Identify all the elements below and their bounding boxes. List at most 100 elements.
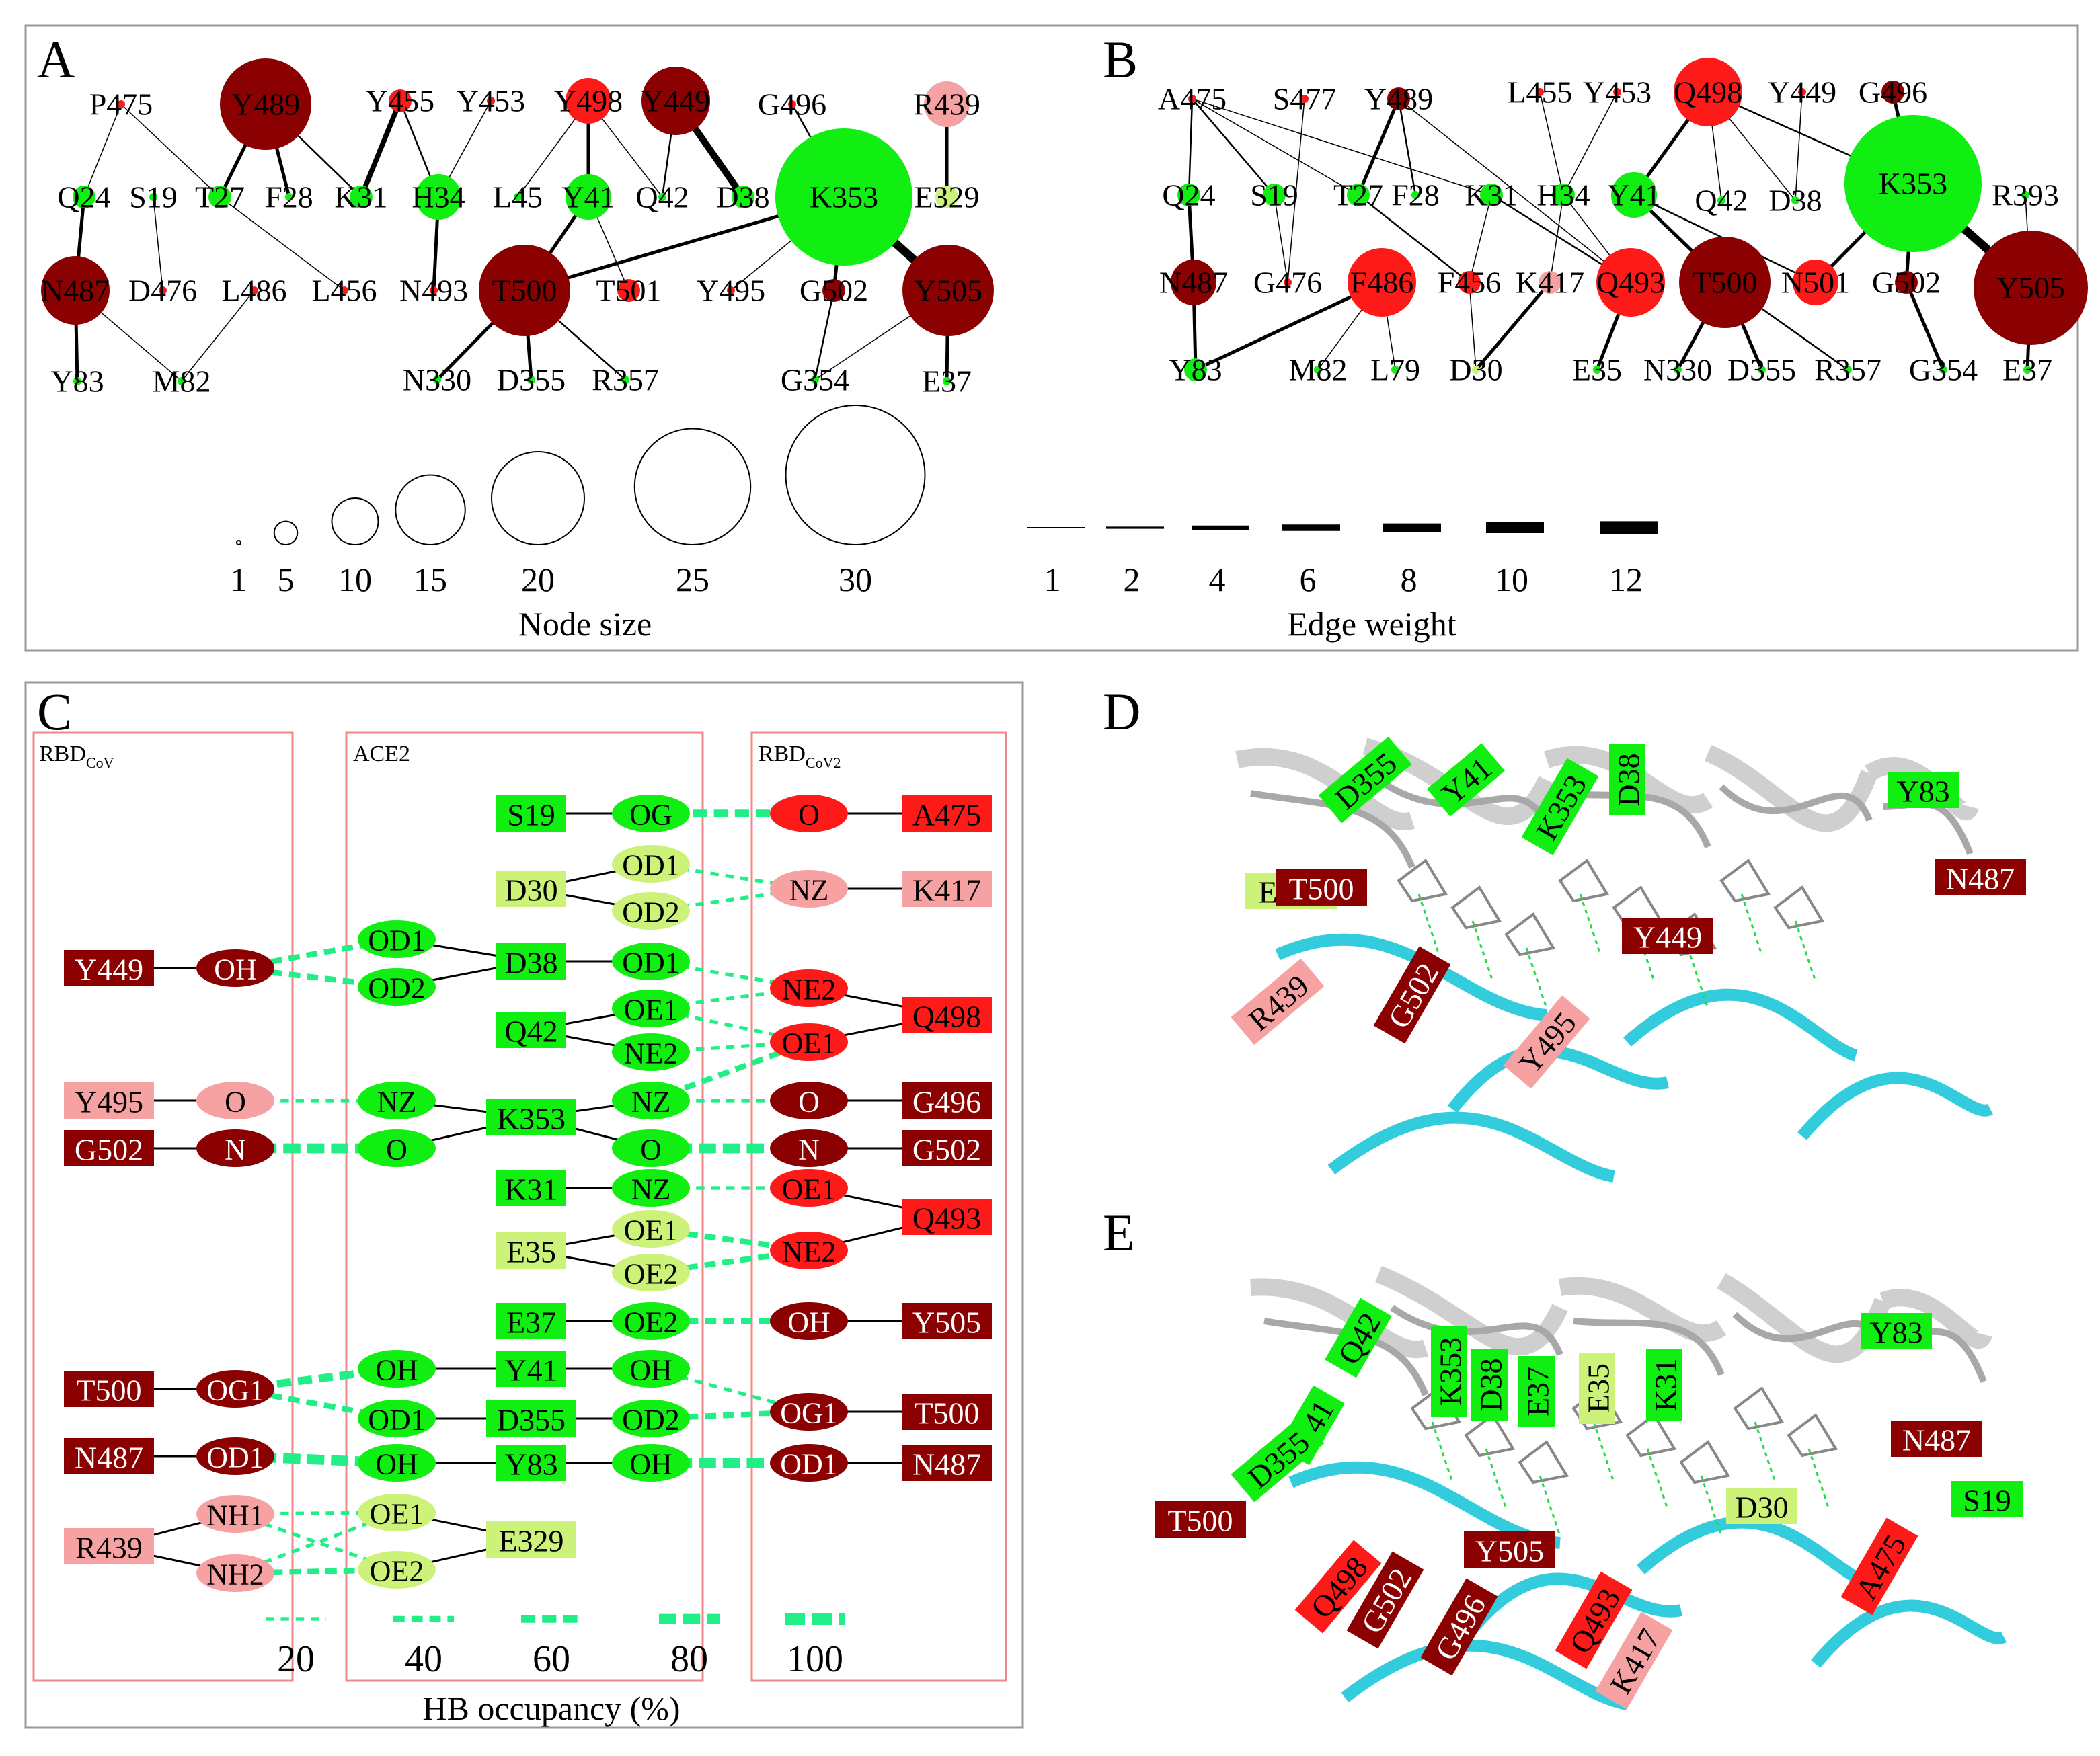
- hb-legend-label-20: 20: [277, 1638, 315, 1680]
- network-b-node-R357: [1844, 366, 1852, 374]
- ace2-atom-Q42_NE2: NE2: [624, 1037, 678, 1070]
- network-b-node-N501: [1793, 260, 1838, 305]
- sidechain-stick-7: [1787, 1413, 1838, 1458]
- ace2-residue-E37: E37: [506, 1306, 556, 1340]
- rbd-ribbon-3: [1797, 1072, 1993, 1140]
- panel-c-frame: [24, 681, 1024, 1729]
- network-a-node-N330: [433, 376, 441, 384]
- cov2-atom-T500_OG1: OG1: [780, 1397, 838, 1430]
- ace2-atom-D30_OD1: OD1: [622, 849, 680, 882]
- structure-label-box-N487: [1935, 859, 2026, 895]
- cov2-residue-A475-box: [902, 795, 992, 832]
- structure-label-box-T500: [1155, 1501, 1246, 1538]
- cov2-residue-Y505-box: [902, 1303, 992, 1339]
- network-b-label-D355: D355: [1727, 353, 1796, 387]
- node-size-legend: 1 5 10 15 20 25 30: [231, 405, 926, 598]
- network-b-label-A475: A475: [1158, 82, 1227, 116]
- structure-label-text-D38: D38: [1474, 1358, 1508, 1411]
- ace2-atom-D355_OD1: OD1: [368, 1404, 426, 1437]
- network-b-node-D355: [1758, 366, 1766, 374]
- network-b-edge-A475-S19: [1192, 98, 1275, 196]
- network-a-label-Y453: Y453: [457, 84, 525, 118]
- network-b-node-A475: [1188, 95, 1196, 103]
- structure-label-box-T500: [1276, 869, 1367, 906]
- ace2-atom-Q42_NE2-ellipse: [612, 1033, 690, 1071]
- network-b-edge-Y489-Q493: [1398, 98, 1631, 283]
- hbond-line-8: [650, 1040, 810, 1054]
- network-b-label-Q24: Q24: [1162, 178, 1215, 212]
- network-a-label-H34: H34: [412, 180, 465, 214]
- network-b-label-E35: E35: [1572, 353, 1622, 387]
- network-b-label-Y505: Y505: [1996, 271, 2065, 305]
- structure-label-T500: T500: [1276, 869, 1367, 906]
- network-a-node-Y449: [641, 67, 710, 135]
- network-b-label-Y489: Y489: [1364, 82, 1433, 116]
- ace2-atom-Y83_OHL: OH: [375, 1448, 418, 1481]
- network-a-label-G496: G496: [758, 87, 826, 122]
- structure-label-text-Y505: Y505: [1475, 1534, 1544, 1568]
- structure-label-text-N487: N487: [1902, 1423, 1971, 1458]
- network-a-label-N487: N487: [41, 274, 110, 308]
- network-a-label-Y41: Y41: [561, 180, 615, 214]
- network-b-label-Y83: Y83: [1169, 353, 1222, 387]
- ace2-residue-K31: K31: [504, 1172, 557, 1207]
- cov2-atom-G502_N: N: [798, 1133, 820, 1166]
- rbd-ribbon-1: [1461, 1572, 1682, 1641]
- ace2-residue-D30: D30: [504, 873, 557, 908]
- panel-label-b: B: [1103, 30, 1138, 89]
- network-a-label-L45: L45: [493, 180, 543, 214]
- ace2-residue-D30-box: [496, 871, 566, 907]
- network-a-label-K353: K353: [810, 180, 878, 214]
- structure-label-D38: D38: [1609, 744, 1646, 815]
- structure-label-text-N487: N487: [1946, 862, 2015, 896]
- cov2-atom-Q493_NE2: NE2: [782, 1236, 837, 1269]
- structure-label-box-K31: [1646, 1349, 1682, 1421]
- network-a-label-E37: E37: [922, 364, 972, 399]
- structure-label-N487: N487: [1935, 859, 2026, 896]
- hbond-dash-7: [1807, 1448, 1830, 1510]
- network-b-label-K353: K353: [1879, 167, 1947, 201]
- ace2-residue-D355: D355: [497, 1403, 566, 1437]
- cov2-residue-G502-box: [902, 1130, 992, 1166]
- sidechain-stick-5: [1679, 1440, 1731, 1484]
- cov-atom-N487_OD1: OD1: [206, 1441, 264, 1474]
- sidechain-stick-2: [1518, 1440, 1569, 1484]
- ace2-atom-S19_OG-ellipse: [612, 795, 690, 832]
- network-a-node-Y489: [220, 58, 311, 150]
- ace2-residue-K31-box: [496, 1170, 566, 1206]
- sidechain-stick-0: [1410, 1386, 1462, 1431]
- network-b-node-K353: [1844, 115, 1982, 252]
- edge-weight-label-1: 1: [1044, 561, 1061, 598]
- structure-label-box-E35: [1579, 1353, 1615, 1424]
- ace2-residue-Y41-box: [496, 1351, 566, 1387]
- ace2-atom-K353_OL: O: [386, 1133, 407, 1166]
- structure-label-text-K353: K353: [1434, 1337, 1468, 1406]
- hbond-dash-6: [1740, 893, 1763, 955]
- network-a-label-T501: T501: [596, 274, 661, 308]
- cov-residue-T500-box: [64, 1371, 154, 1407]
- ace2-atom-K31_NZ: NZ: [631, 1173, 671, 1206]
- cov2-residue-G502: G502: [912, 1133, 981, 1167]
- structure-label-box-D355: [1231, 1415, 1325, 1503]
- ace2-atom-Y41_OHR: OH: [629, 1354, 672, 1387]
- cov2-atom-Q493_NE2-ellipse: [770, 1232, 848, 1269]
- cov2-atom-K417_NZ: NZ: [789, 874, 829, 907]
- structure-label-box-E37: [1518, 1356, 1555, 1427]
- ace2-atom-K353_NZL-ellipse: [358, 1082, 436, 1119]
- network-b-edge-A475-Q24: [1188, 98, 1194, 196]
- hbond-line-5: [650, 959, 810, 990]
- network-b-label-Q498: Q498: [1674, 75, 1742, 110]
- panel-ab-frame: [24, 24, 2079, 652]
- network-b-node-Q42: [1717, 196, 1725, 204]
- hbond-line-6: [650, 986, 810, 1010]
- cov-residue-R439: R439: [75, 1531, 143, 1565]
- edge-weight-label-8: 8: [1401, 561, 1417, 598]
- cov2-atom-N487_OD1: OD1: [780, 1448, 838, 1481]
- structure-label-K31: K31: [1646, 1349, 1683, 1421]
- structure-label-text-Y449: Y449: [1633, 920, 1702, 955]
- ace2-atom-D30_OD2-ellipse: [612, 892, 690, 930]
- network-a-edge-P475-T27: [120, 104, 221, 198]
- network-a-node-T27: [208, 186, 231, 208]
- network-a-label-M82: M82: [153, 364, 211, 399]
- structure-label-text-E35: E35: [1582, 1363, 1616, 1413]
